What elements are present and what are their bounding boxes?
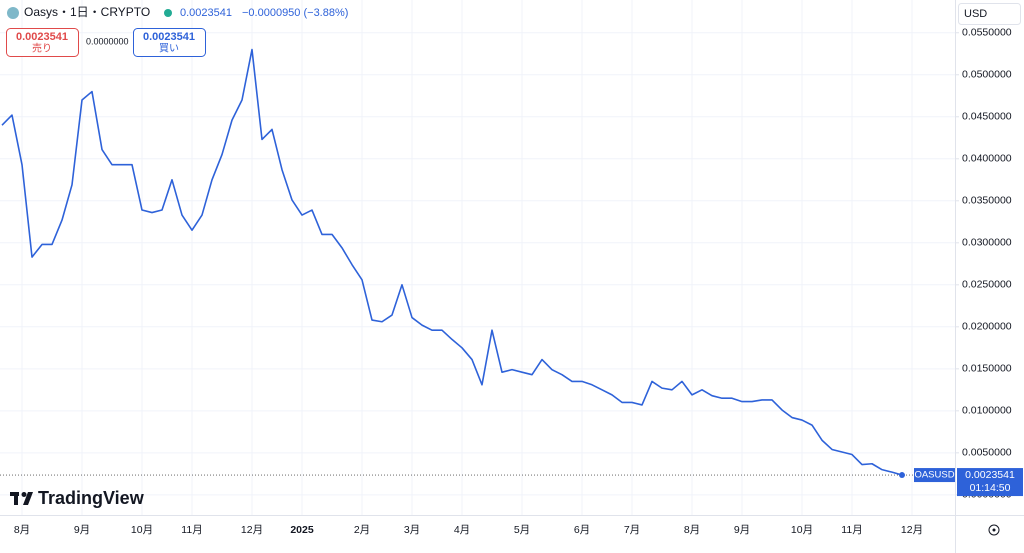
x-tick-label: 11月 <box>181 524 202 536</box>
change: −0.0000950 (−3.88%) <box>242 7 348 19</box>
y-tick-label: 0.0550000 <box>962 27 1012 39</box>
series-label-bg <box>914 468 955 483</box>
logo-text: TradingView <box>38 488 145 508</box>
sell-price: 0.0023541 <box>16 31 68 43</box>
x-tick-label: 3月 <box>404 524 420 536</box>
y-tick-label: 0.0100000 <box>962 405 1012 417</box>
y-tick-label: 0.0050000 <box>962 447 1012 459</box>
y-tick-label: 0.0500000 <box>962 69 1012 81</box>
status-dot <box>164 9 172 17</box>
y-tick-label: 0.0200000 <box>962 321 1012 333</box>
settings-icon[interactable] <box>988 524 1000 536</box>
price-line <box>1 48 903 476</box>
buy-button[interactable] <box>133 28 206 57</box>
symbol-icon <box>7 7 19 19</box>
grid <box>0 0 955 515</box>
price-label: 0.0023541 <box>965 469 1015 481</box>
logo-mark <box>21 492 27 497</box>
price-label-bg <box>957 468 1023 497</box>
y-tick-label: 0.0350000 <box>962 195 1012 207</box>
x-tick-label: 2月 <box>354 524 370 536</box>
y-tick-label: 0.0150000 <box>962 363 1012 375</box>
spread: 0.0000000 <box>86 36 129 46</box>
y-tick-label: 0.0400000 <box>962 153 1012 165</box>
x-tick-label: 5月 <box>514 524 530 536</box>
buy-label: 買い <box>159 43 179 55</box>
buy-price: 0.0023541 <box>143 31 195 43</box>
x-tick-label: 6月 <box>574 524 590 536</box>
countdown: 01:14:50 <box>970 482 1011 494</box>
currency: USD <box>964 8 987 20</box>
currency-button[interactable] <box>958 3 1021 25</box>
settings-icon-center <box>992 528 996 532</box>
x-tick-label: 10月 <box>131 524 153 536</box>
symbol: Oasys・1日・CRYPTO <box>24 5 150 19</box>
x-tick-label: 9月 <box>734 524 750 536</box>
last-price: 0.0023541 <box>180 7 232 19</box>
x-tick-label: 7月 <box>624 524 640 536</box>
y-tick-label: 0.0450000 <box>962 111 1012 123</box>
y-tick-label: 0.0300000 <box>962 237 1012 249</box>
x-tick-label: 10月 <box>791 524 813 536</box>
sell-label: 売り <box>32 42 52 55</box>
logo: TradingView <box>10 488 145 508</box>
x-tick-label: 11月 <box>841 524 862 536</box>
y-tick-label: 0.0250000 <box>962 279 1012 291</box>
logo-mark <box>23 492 33 505</box>
logo-mark <box>14 492 18 505</box>
x-tick-label: 8月 <box>14 524 30 536</box>
x-tick-label: 12月 <box>901 524 923 536</box>
x-tick-label: 8月 <box>684 524 700 536</box>
x-tick-label: 9月 <box>74 524 90 536</box>
series-label: OASUSD <box>914 470 954 481</box>
x-tick-label: 12月 <box>241 524 263 536</box>
sell-button[interactable] <box>6 28 79 57</box>
x-tick-label: 4月 <box>454 524 470 536</box>
last-point <box>899 472 905 479</box>
x-tick-label: 2025 <box>290 524 314 536</box>
